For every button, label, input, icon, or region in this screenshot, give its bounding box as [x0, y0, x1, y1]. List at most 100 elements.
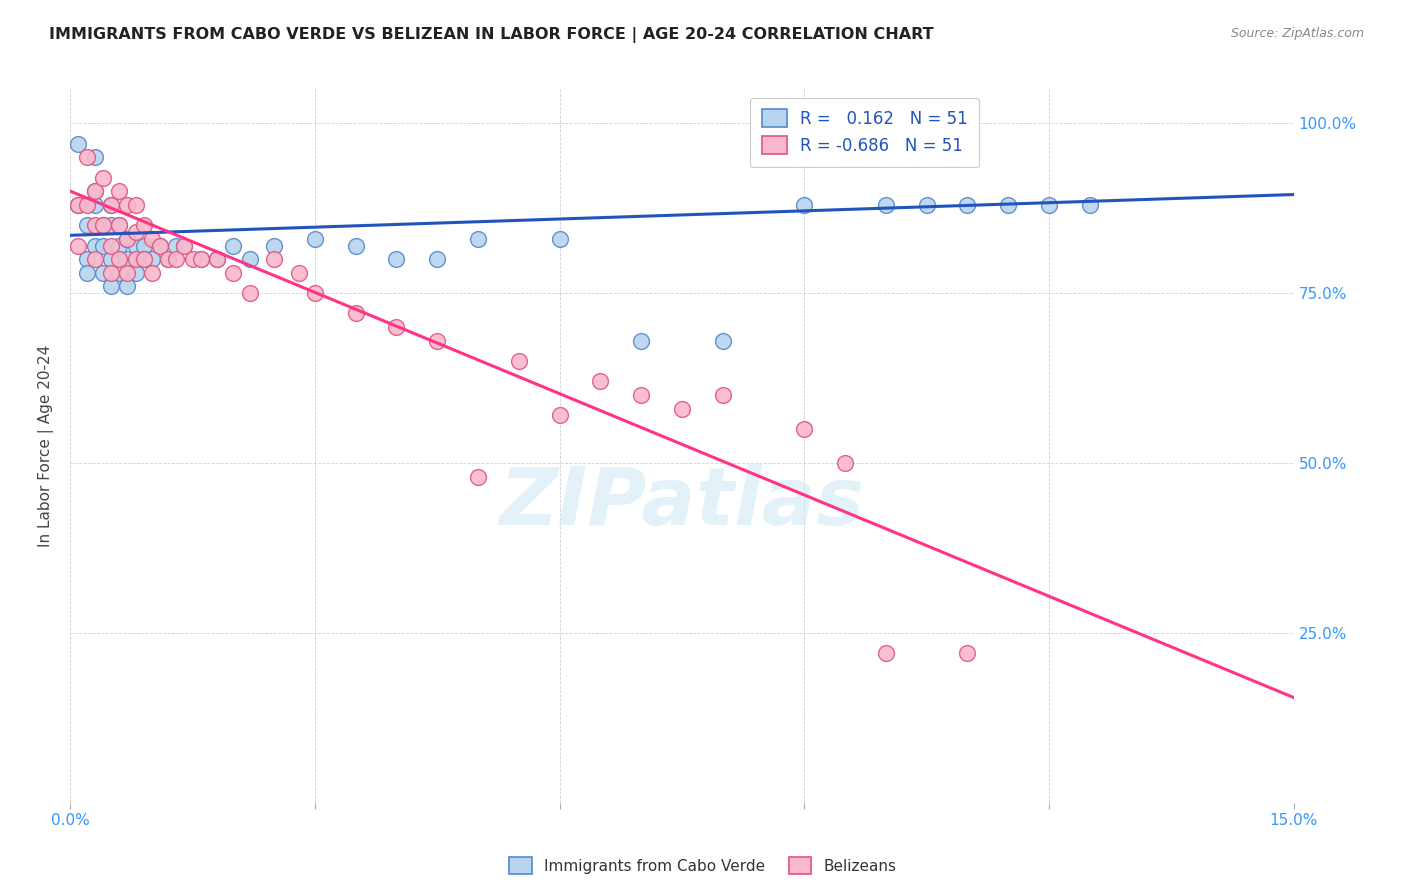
Point [132, 218, 155, 232]
Point [344, 306, 367, 320]
Point [76, 150, 98, 164]
Point [915, 198, 938, 212]
Point [117, 232, 139, 246]
Point [124, 266, 146, 280]
Point [205, 252, 228, 266]
Point [132, 238, 155, 252]
Legend: R =   0.162   N = 51, R = -0.686   N = 51: R = 0.162 N = 51, R = -0.686 N = 51 [749, 97, 980, 167]
Text: ZIPatlas: ZIPatlas [499, 464, 865, 542]
Text: Source: ZipAtlas.com: Source: ZipAtlas.com [1230, 27, 1364, 40]
Point [263, 252, 285, 266]
Point [263, 238, 285, 252]
Point [671, 401, 693, 416]
Point [100, 218, 122, 232]
Point [141, 232, 163, 246]
Point [239, 286, 262, 301]
Point [165, 252, 187, 266]
Legend: Immigrants from Cabo Verde, Belizeans: Immigrants from Cabo Verde, Belizeans [503, 851, 903, 880]
Point [76, 198, 98, 212]
Point [76, 252, 98, 266]
Point [385, 252, 408, 266]
Point [100, 252, 122, 266]
Point [173, 238, 195, 252]
Point [956, 646, 979, 660]
Point [100, 198, 122, 212]
Point [467, 469, 489, 483]
Point [117, 279, 139, 293]
Point [190, 252, 212, 266]
Y-axis label: In Labor Force | Age 20-24: In Labor Force | Age 20-24 [38, 345, 55, 547]
Point [181, 252, 204, 266]
Point [997, 198, 1019, 212]
Point [222, 238, 245, 252]
Point [100, 238, 122, 252]
Point [287, 266, 309, 280]
Point [83, 218, 105, 232]
Point [108, 238, 131, 252]
Point [711, 334, 734, 348]
Point [83, 198, 105, 212]
Point [108, 252, 131, 266]
Point [91, 266, 114, 280]
Point [793, 198, 815, 212]
Point [117, 266, 139, 280]
Point [190, 252, 212, 266]
Point [91, 218, 114, 232]
Point [76, 218, 98, 232]
Point [165, 238, 187, 252]
Point [91, 218, 114, 232]
Point [149, 238, 172, 252]
Point [304, 232, 326, 246]
Point [100, 266, 122, 280]
Point [108, 218, 131, 232]
Point [83, 238, 105, 252]
Point [630, 388, 652, 402]
Point [426, 252, 449, 266]
Point [793, 422, 815, 436]
Point [1078, 198, 1101, 212]
Text: IMMIGRANTS FROM CABO VERDE VS BELIZEAN IN LABOR FORCE | AGE 20-24 CORRELATION CH: IMMIGRANTS FROM CABO VERDE VS BELIZEAN I… [49, 27, 934, 43]
Point [141, 252, 163, 266]
Point [149, 238, 172, 252]
Point [875, 646, 897, 660]
Point [83, 184, 105, 198]
Point [630, 334, 652, 348]
Point [108, 266, 131, 280]
Point [76, 266, 98, 280]
Point [548, 409, 571, 423]
Point [548, 232, 571, 246]
Point [117, 252, 139, 266]
Point [304, 286, 326, 301]
Point [124, 225, 146, 239]
Point [132, 252, 155, 266]
Point [91, 238, 114, 252]
Point [467, 232, 489, 246]
Point [83, 184, 105, 198]
Point [222, 266, 245, 280]
Point [117, 232, 139, 246]
Point [132, 252, 155, 266]
Point [239, 252, 262, 266]
Point [100, 279, 122, 293]
Point [426, 334, 449, 348]
Point [711, 388, 734, 402]
Point [385, 320, 408, 334]
Point [100, 198, 122, 212]
Point [124, 198, 146, 212]
Point [141, 266, 163, 280]
Point [83, 150, 105, 164]
Point [157, 252, 180, 266]
Point [67, 238, 90, 252]
Point [875, 198, 897, 212]
Point [344, 238, 367, 252]
Point [834, 456, 856, 470]
Point [117, 198, 139, 212]
Point [67, 198, 90, 212]
Point [91, 170, 114, 185]
Point [67, 136, 90, 151]
Point [589, 375, 612, 389]
Point [108, 184, 131, 198]
Point [157, 252, 180, 266]
Point [83, 252, 105, 266]
Point [124, 238, 146, 252]
